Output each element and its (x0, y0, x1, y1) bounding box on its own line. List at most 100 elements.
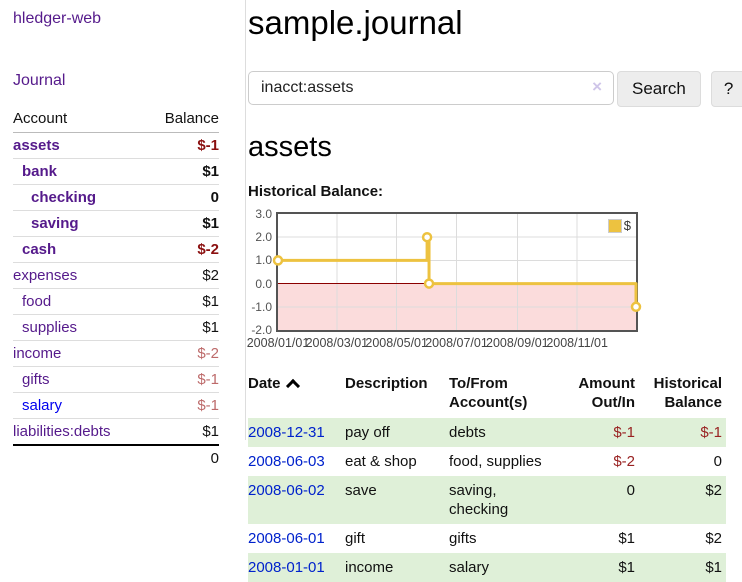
account-balance: $-2 (145, 237, 219, 263)
transaction-accounts: debts (449, 418, 559, 447)
account-row: liabilities:debts $1 (13, 419, 219, 446)
search-row: × Search ? (248, 71, 727, 105)
y-axis-tick-label: -1.0 (248, 300, 272, 314)
register-row: 2008-01-01 income salary $1 $1 (248, 553, 726, 582)
account-link[interactable]: gifts (22, 371, 50, 388)
account-balance: $1 (145, 419, 219, 446)
account-balance: $1 (145, 315, 219, 341)
x-axis-tick-label: 2008/01/01 (247, 336, 310, 350)
sort-ascending-icon (285, 379, 299, 393)
account-balance: $1 (145, 211, 219, 237)
account-link[interactable]: bank (22, 163, 57, 180)
chart-legend: $ (606, 217, 633, 234)
historical-balance-chart: $ 3.0 2.0 1.0 0.0 -1.0 -2.02008/01/012008/03/… (248, 208, 727, 358)
transaction-accounts: saving, checking (449, 476, 559, 524)
account-link[interactable]: expenses (13, 267, 77, 284)
clear-search-icon[interactable]: × (592, 78, 602, 96)
account-row: checking 0 (13, 185, 219, 211)
transaction-description: income (345, 553, 449, 582)
account-row: assets $-1 (13, 133, 219, 159)
transaction-amount: $1 (559, 553, 639, 582)
data-point-marker (425, 280, 433, 288)
register-header-amount: Amount Out/In (559, 372, 639, 418)
register-row: 2008-06-02 save saving, checking 0 $2 (248, 476, 726, 524)
account-link[interactable]: liabilities:debts (13, 423, 111, 440)
account-link[interactable]: assets (13, 137, 60, 154)
accounts-header-account: Account (13, 106, 145, 133)
account-link[interactable]: cash (22, 241, 56, 258)
accounts-total-row: 0 (13, 445, 219, 471)
accounts-total-value: 0 (145, 445, 219, 471)
accounts-table-body: assets $-1 bank $1 checking 0 saving $1 … (13, 133, 219, 446)
transaction-balance: $1 (639, 553, 726, 582)
account-link[interactable]: supplies (22, 319, 77, 336)
account-link[interactable]: salary (22, 397, 62, 414)
x-axis-tick-label: 2008/03/01 (306, 336, 369, 350)
transaction-balance: $2 (639, 524, 726, 553)
transaction-description: eat & shop (345, 447, 449, 476)
data-point-marker (632, 303, 640, 311)
register-row: 2008-06-03 eat & shop food, supplies $-2… (248, 447, 726, 476)
x-axis-tick-label: 2008/11/01 (546, 336, 608, 350)
account-link[interactable]: food (22, 293, 51, 310)
transaction-description: gift (345, 524, 449, 553)
account-row: expenses $2 (13, 263, 219, 289)
transaction-amount: $1 (559, 524, 639, 553)
transaction-balance: $2 (639, 476, 726, 524)
account-balance: $-1 (145, 393, 219, 419)
app-title-link[interactable]: hledger-web (13, 10, 101, 28)
account-row: salary $-1 (13, 393, 219, 419)
transaction-amount: $-2 (559, 447, 639, 476)
account-row: income $-2 (13, 341, 219, 367)
search-button[interactable]: Search (617, 71, 701, 107)
y-axis-tick-label: 1.0 (248, 253, 272, 267)
register-table: Date Description To/From Account(s) Amou… (248, 372, 726, 582)
search-input[interactable] (248, 71, 614, 105)
data-point-marker (274, 256, 282, 264)
transaction-date-link[interactable]: 2008-06-02 (248, 482, 325, 499)
account-balance: $2 (145, 263, 219, 289)
sidebar-item-journal[interactable]: Journal (13, 72, 65, 90)
register-header-description: Description (345, 372, 449, 418)
chart-canvas (278, 214, 636, 330)
transaction-date-link[interactable]: 2008-06-01 (248, 530, 325, 547)
transaction-amount: $-1 (559, 418, 639, 447)
account-link[interactable]: saving (31, 215, 79, 232)
account-row: food $1 (13, 289, 219, 315)
register-header-balance: Historical Balance (639, 372, 726, 418)
register-header-date[interactable]: Date (248, 372, 345, 418)
account-link[interactable]: checking (31, 189, 96, 206)
accounts-header-balance: Balance (145, 106, 219, 133)
account-row: cash $-2 (13, 237, 219, 263)
account-balance: $-2 (145, 341, 219, 367)
transaction-accounts: food, supplies (449, 447, 559, 476)
search-box: × (248, 71, 612, 105)
register-header-row: Date Description To/From Account(s) Amou… (248, 372, 726, 418)
account-row: saving $1 (13, 211, 219, 237)
legend-label: $ (624, 218, 631, 233)
chart-label: Historical Balance: (248, 183, 727, 200)
y-axis-tick-label: 2.0 (248, 230, 272, 244)
transaction-amount: 0 (559, 476, 639, 524)
transaction-date-link[interactable]: 2008-01-01 (248, 559, 325, 576)
transaction-balance: 0 (639, 447, 726, 476)
x-axis-tick-label: 2008/07/01 (425, 336, 488, 350)
x-axis-tick-label: 2008/05/01 (365, 336, 428, 350)
data-point-marker (423, 233, 431, 241)
transaction-accounts: salary (449, 553, 559, 582)
help-button[interactable]: ? (711, 71, 742, 107)
transaction-balance: $-1 (639, 418, 726, 447)
transaction-description: save (345, 476, 449, 524)
account-balance: $-1 (145, 133, 219, 159)
transaction-description: pay off (345, 418, 449, 447)
account-row: gifts $-1 (13, 367, 219, 393)
y-axis-tick-label: -2.0 (248, 323, 272, 337)
register-table-body: 2008-12-31 pay off debts $-1 $-1 2008-06… (248, 418, 726, 582)
transaction-date-link[interactable]: 2008-12-31 (248, 424, 325, 441)
legend-swatch (608, 219, 622, 233)
y-axis-tick-label: 3.0 (248, 207, 272, 221)
accounts-total-spacer (13, 445, 145, 471)
transaction-date-link[interactable]: 2008-06-03 (248, 453, 325, 470)
y-axis-tick-label: 0.0 (248, 277, 272, 291)
account-link[interactable]: income (13, 345, 61, 362)
